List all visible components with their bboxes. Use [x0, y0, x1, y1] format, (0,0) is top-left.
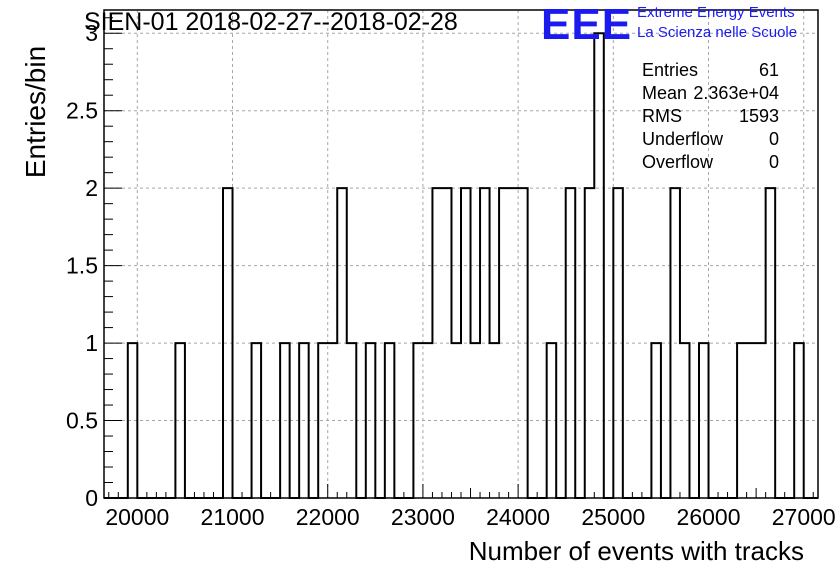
- histogram-bin: [347, 343, 357, 498]
- histogram-bin: [175, 343, 185, 498]
- histogram-bin: [566, 188, 576, 498]
- logo-line-2: La Scienza nelle Scuole: [637, 24, 798, 41]
- histogram-bin: [670, 188, 680, 498]
- histogram-bin: [299, 343, 309, 498]
- histogram-bin: [547, 343, 557, 498]
- x-tick-label: 23000: [391, 504, 455, 530]
- histogram-bin: [442, 188, 452, 498]
- stats-entries-value: 61: [758, 60, 779, 80]
- histogram-bin: [413, 343, 423, 498]
- histogram-bin: [252, 343, 262, 498]
- histogram-bin: [699, 343, 709, 498]
- x-tick-label: 21000: [201, 504, 265, 530]
- histogram-bin: [423, 343, 433, 498]
- x-tick-label: 27000: [772, 504, 836, 530]
- histogram-bin: [518, 188, 528, 498]
- stats-rms-value: 1593: [738, 106, 779, 126]
- histogram-bin: [366, 343, 376, 498]
- x-tick-label: 22000: [296, 504, 360, 530]
- histogram-bin: [585, 188, 595, 498]
- y-tick-label: 3: [85, 20, 98, 46]
- stats-underflow-value: 0: [768, 129, 779, 149]
- histogram-bin: [680, 343, 690, 498]
- y-tick-label: 2.5: [66, 98, 98, 124]
- histogram-bin: [737, 343, 747, 498]
- histogram-bin: [480, 188, 490, 498]
- x-tick-label: 24000: [486, 504, 550, 530]
- histogram-bin: [385, 343, 395, 498]
- histogram-bin: [499, 188, 509, 498]
- stats-entries-label: Entries: [642, 60, 699, 80]
- logo-line-1: Extreme Energy Events: [637, 4, 795, 21]
- histogram-bin: [613, 188, 623, 498]
- y-tick-label: 1.5: [66, 253, 98, 279]
- histogram-bin: [594, 33, 604, 498]
- x-tick-label: 26000: [677, 504, 741, 530]
- y-tick-label: 0.5: [66, 408, 98, 434]
- stats-overflow-label: Overflow: [642, 152, 714, 172]
- x-tick-label: 25000: [581, 504, 645, 530]
- histogram-bin: [794, 343, 804, 498]
- histogram-bin: [651, 343, 661, 498]
- histogram-bin: [337, 188, 347, 498]
- histogram-bin: [747, 343, 757, 498]
- y-tick-label: 0: [85, 485, 98, 511]
- histogram-bin: [432, 188, 442, 498]
- histogram-bin: [766, 188, 776, 498]
- x-tick-label: 20000: [105, 504, 169, 530]
- histogram-bin: [318, 343, 328, 498]
- stats-overflow-value: 0: [768, 152, 779, 172]
- histogram-bin: [509, 188, 519, 498]
- histogram-bin: [451, 343, 461, 498]
- x-axis-label: Number of events with tracks: [468, 536, 804, 566]
- stats-underflow-label: Underflow: [642, 129, 724, 149]
- histogram-bin: [328, 343, 338, 498]
- stats-rms-label: RMS: [642, 106, 682, 126]
- y-tick-label: 2: [85, 175, 98, 201]
- histogram-bin: [223, 188, 233, 498]
- stats-mean-label: Mean: [642, 83, 688, 103]
- eee-logo: EEE: [541, 0, 633, 49]
- y-tick-label: 1: [85, 330, 98, 356]
- histogram-bin: [461, 188, 471, 498]
- histogram-bin: [280, 343, 290, 498]
- histogram-bin: [756, 343, 766, 498]
- y-axis-label: Entries/bin: [20, 45, 51, 179]
- histogram-bin: [128, 343, 138, 498]
- stats-mean-value: 2.363e+04: [693, 83, 779, 103]
- chart-title: SIEN-01 2018-02-27--2018-02-28: [84, 8, 458, 36]
- histogram-bin: [490, 343, 500, 498]
- histogram-bin: [471, 343, 481, 498]
